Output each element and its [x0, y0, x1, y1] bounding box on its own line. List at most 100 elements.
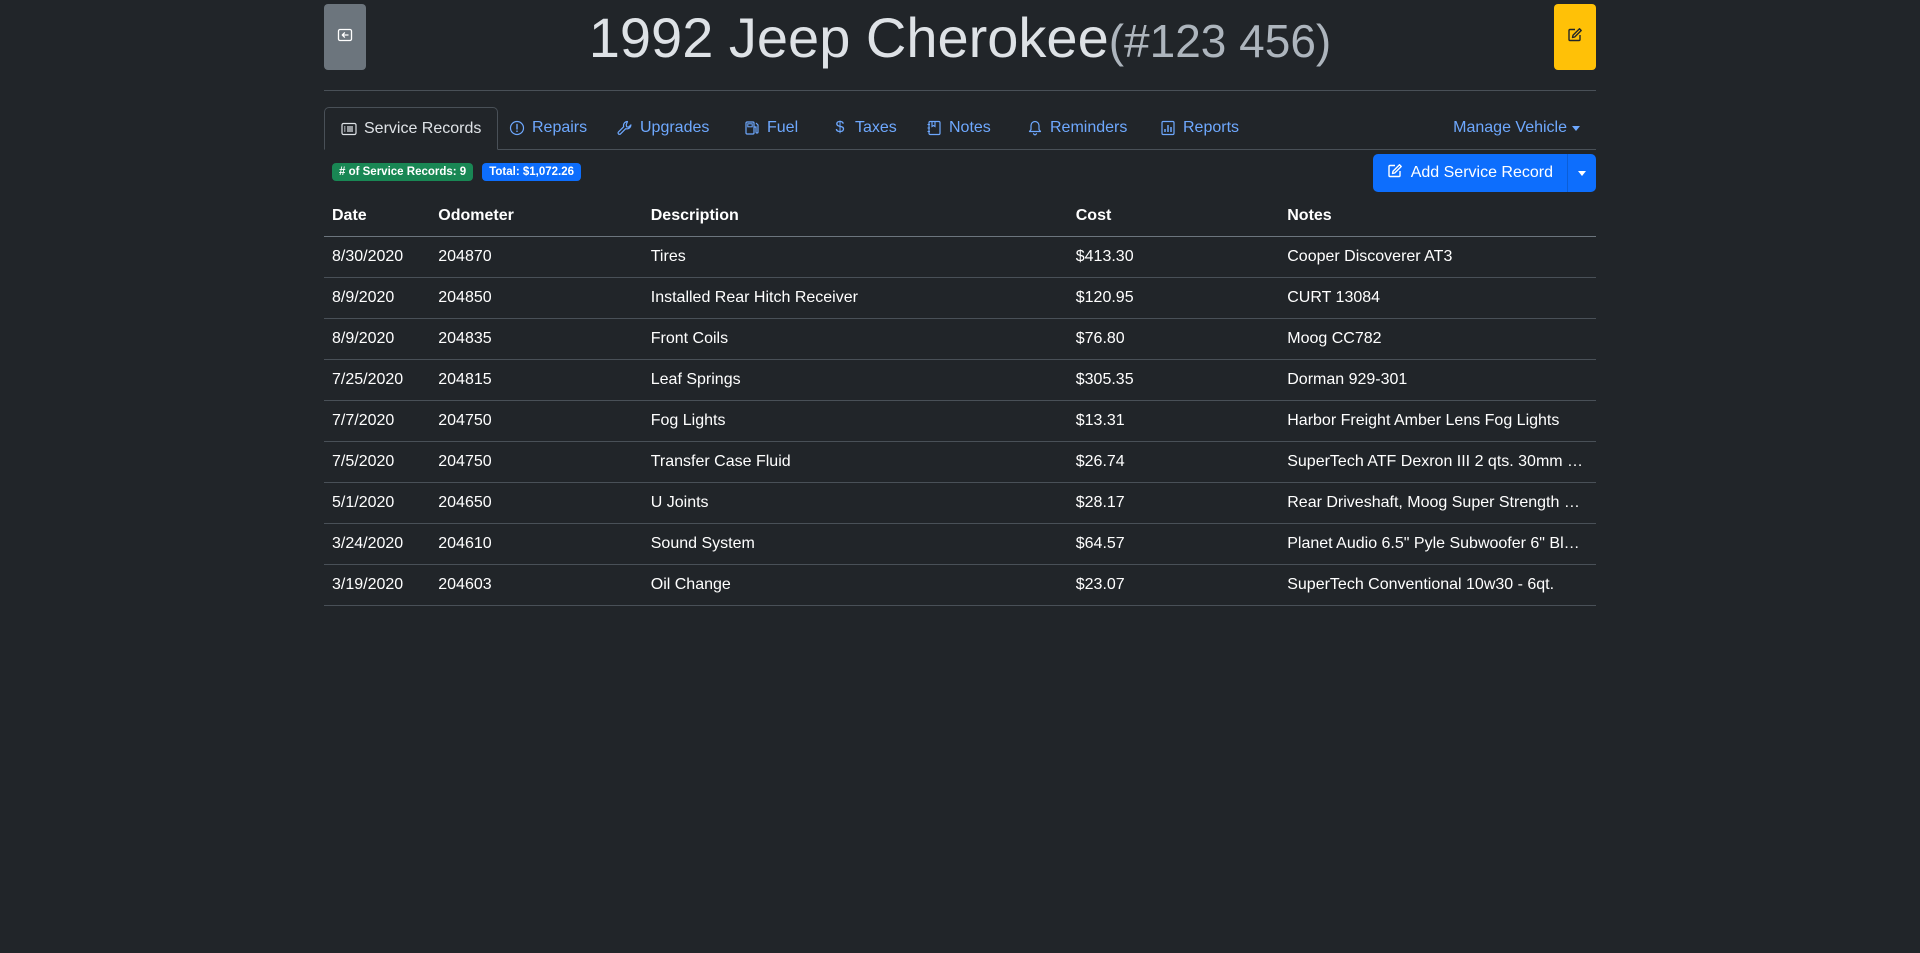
- tab-label: Service Records: [364, 119, 482, 137]
- table-row[interactable]: 5/1/2020 204650 U Joints $28.17 Rear Dri…: [324, 482, 1596, 524]
- cell-cost: $64.57: [1067, 523, 1280, 565]
- tab-label: Reports: [1183, 119, 1240, 136]
- column-header-date[interactable]: Date: [324, 196, 431, 237]
- add-service-record-group: Add Service Record: [1372, 154, 1596, 192]
- exclamation-circle-icon: [509, 120, 525, 136]
- cell-description: Leaf Springs: [642, 359, 1068, 401]
- cell-cost: $120.95: [1067, 277, 1280, 319]
- cell-date: 7/25/2020: [324, 359, 431, 401]
- edit-vehicle-button[interactable]: [1554, 4, 1596, 70]
- add-options-toggle[interactable]: [1567, 154, 1596, 192]
- tab-repairs[interactable]: Repairs: [509, 107, 587, 149]
- cell-notes: Rear Driveshaft, Moog Super Strength 26.…: [1279, 482, 1596, 524]
- tab-upgrades[interactable]: Upgrades: [617, 107, 709, 149]
- cell-description: Installed Rear Hitch Receiver: [642, 277, 1068, 319]
- column-header-odometer[interactable]: Odometer: [430, 196, 643, 237]
- cell-notes: Planet Audio 6.5" Pyle Subwoofer 6" Blue…: [1279, 523, 1596, 565]
- table-row[interactable]: 8/9/2020 204850 Installed Rear Hitch Rec…: [324, 277, 1596, 319]
- table-row[interactable]: 8/9/2020 204835 Front Coils $76.80 Moog …: [324, 318, 1596, 360]
- tab-label: Reminders: [1050, 119, 1128, 136]
- manage-vehicle-dropdown[interactable]: Manage Vehicle: [1453, 107, 1580, 149]
- tab-bar: Service Records Repairs Upgrades Fuel $ …: [324, 107, 1596, 150]
- page-title: 1992 Jeep Cherokee(#123 456): [324, 6, 1596, 73]
- cell-odometer: 204610: [430, 523, 643, 565]
- cell-odometer: 204650: [430, 482, 643, 524]
- dollar-icon: $: [835, 119, 845, 136]
- pencil-square-icon: [1567, 27, 1583, 48]
- cell-date: 8/9/2020: [324, 277, 431, 319]
- add-service-record-button[interactable]: Add Service Record: [1372, 154, 1567, 192]
- tab-label: Repairs: [532, 119, 588, 136]
- column-header-cost[interactable]: Cost: [1067, 196, 1280, 237]
- add-service-record-label: Add Service Record: [1410, 164, 1553, 181]
- manage-vehicle-label: Manage Vehicle: [1453, 119, 1567, 136]
- tab-label: Notes: [949, 119, 991, 136]
- cell-description: U Joints: [642, 482, 1068, 524]
- total-cost-badge: Total: $1,072.26: [482, 163, 582, 181]
- tab-notes[interactable]: Notes: [926, 107, 991, 149]
- cell-cost: $413.30: [1067, 236, 1280, 278]
- cell-date: 3/24/2020: [324, 523, 431, 565]
- cell-description: Transfer Case Fluid: [642, 441, 1068, 483]
- cell-description: Front Coils: [642, 318, 1068, 360]
- cell-notes: Dorman 929-301: [1279, 359, 1596, 401]
- table-header-row: Date Odometer Description Cost Notes: [324, 196, 1596, 237]
- cell-cost: $26.74: [1067, 441, 1280, 483]
- card-list-icon: [341, 121, 357, 137]
- cell-odometer: 204603: [430, 564, 643, 606]
- table-row[interactable]: 3/24/2020 204610 Sound System $64.57 Pla…: [324, 523, 1596, 565]
- cell-description: Oil Change: [642, 564, 1068, 606]
- cell-cost: $76.80: [1067, 318, 1280, 360]
- column-header-notes[interactable]: Notes: [1279, 196, 1596, 237]
- tab-label: Taxes: [855, 119, 897, 136]
- tab-reminders[interactable]: Reminders: [1027, 107, 1127, 149]
- cell-notes: SuperTech ATF Dexron III 2 qts. 30mm so.…: [1279, 441, 1596, 483]
- cell-description: Tires: [642, 236, 1068, 278]
- table-row[interactable]: 8/30/2020 204870 Tires $413.30 Cooper Di…: [324, 236, 1596, 278]
- cell-cost: $13.31: [1067, 400, 1280, 442]
- cell-notes: Moog CC782: [1279, 318, 1596, 360]
- caret-down-icon: [1572, 126, 1580, 131]
- cell-cost: $305.35: [1067, 359, 1280, 401]
- tab-service-records[interactable]: Service Records: [324, 107, 499, 150]
- page-container: 1992 Jeep Cherokee(#123 456) Service Rec…: [324, 0, 1596, 606]
- cell-notes: CURT 13084: [1279, 277, 1596, 319]
- page-header: 1992 Jeep Cherokee(#123 456): [324, 0, 1596, 91]
- table-row[interactable]: 7/7/2020 204750 Fog Lights $13.31 Harbor…: [324, 400, 1596, 442]
- tab-fuel[interactable]: Fuel: [744, 107, 798, 149]
- service-records-table: Date Odometer Description Cost Notes 8/3…: [324, 196, 1596, 606]
- back-button[interactable]: [324, 4, 366, 70]
- vehicle-plate: (#123 456): [1108, 15, 1332, 67]
- cell-date: 7/5/2020: [324, 441, 431, 483]
- cell-notes: Cooper Discoverer AT3: [1279, 236, 1596, 278]
- cell-odometer: 204815: [430, 359, 643, 401]
- cell-odometer: 204750: [430, 400, 643, 442]
- cell-description: Sound System: [642, 523, 1068, 565]
- pencil-square-icon: [1387, 163, 1403, 184]
- cell-date: 8/9/2020: [324, 318, 431, 360]
- tab-label: Fuel: [767, 119, 799, 136]
- table-row[interactable]: 3/19/2020 204603 Oil Change $23.07 Super…: [324, 564, 1596, 606]
- tab-reports[interactable]: Reports: [1160, 107, 1239, 149]
- cell-date: 5/1/2020: [324, 482, 431, 524]
- record-count-badge: # of Service Records: 9: [332, 163, 474, 181]
- fuel-pump-icon: [744, 120, 760, 136]
- cell-odometer: 204870: [430, 236, 643, 278]
- cell-cost: $28.17: [1067, 482, 1280, 524]
- bar-chart-icon: [1160, 120, 1176, 136]
- wrench-icon: [617, 120, 633, 136]
- table-row[interactable]: 7/5/2020 204750 Transfer Case Fluid $26.…: [324, 441, 1596, 483]
- table-row[interactable]: 7/25/2020 204815 Leaf Springs $305.35 Do…: [324, 359, 1596, 401]
- cell-date: 3/19/2020: [324, 564, 431, 606]
- cell-odometer: 204850: [430, 277, 643, 319]
- cell-notes: SuperTech Conventional 10w30 - 6qt.: [1279, 564, 1596, 606]
- cell-description: Fog Lights: [642, 400, 1068, 442]
- caret-down-icon: [1578, 171, 1586, 176]
- journal-icon: [926, 120, 942, 136]
- tab-taxes[interactable]: $ Taxes: [832, 107, 897, 149]
- column-header-description[interactable]: Description: [642, 196, 1068, 237]
- box-arrow-left-icon: [337, 27, 353, 48]
- cell-notes: Harbor Freight Amber Lens Fog Lights: [1279, 400, 1596, 442]
- cell-odometer: 204835: [430, 318, 643, 360]
- cell-date: 7/7/2020: [324, 400, 431, 442]
